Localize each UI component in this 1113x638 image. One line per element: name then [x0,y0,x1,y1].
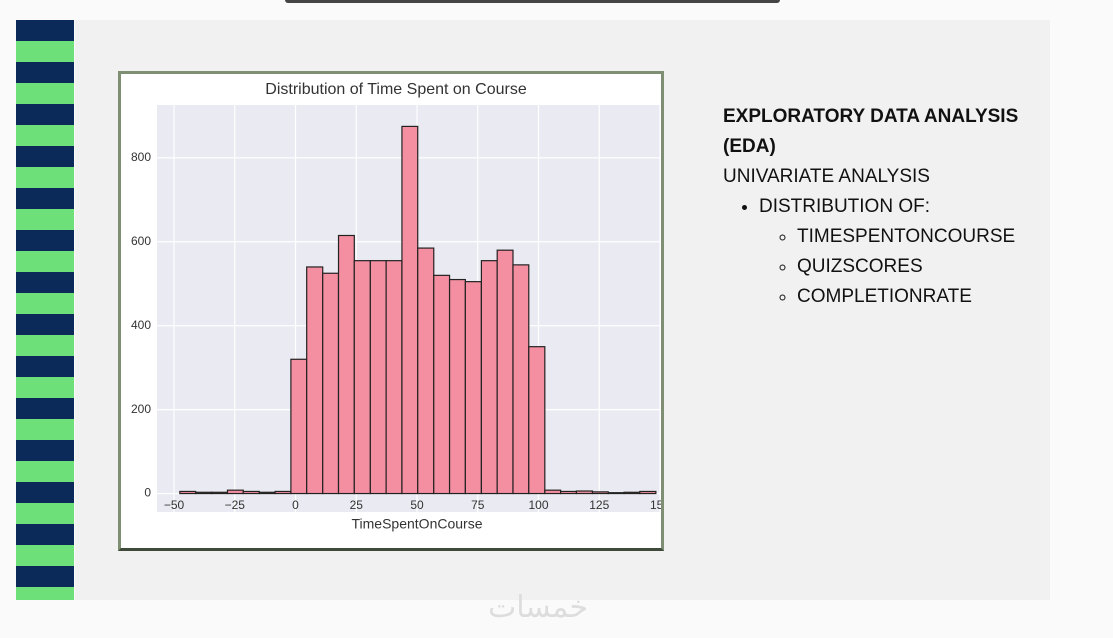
heading: EXPLORATORY DATA ANALYSIS (EDA) [723,106,1019,157]
y-tick-label: 200 [131,402,151,416]
y-tick-label: 600 [131,234,151,248]
subheading: UNIVARIATE ANALYSIS [723,166,930,187]
bar [369,260,387,495]
bullet: DISTRIBUTION OF: TIMESPENTONCOURSEQUIZSC… [759,192,1023,312]
chart-frame: Distribution of Time Spent on Course Tim… [118,71,664,551]
x-tick-label: 25 [350,498,364,512]
bar [544,489,562,495]
bar [575,490,594,495]
x-tick-label: 100 [528,498,548,512]
x-tick-label: 75 [471,498,485,512]
sub-list: TIMESPENTONCOURSEQUIZSCORESCOMPLETIONRAT… [759,222,1023,312]
bar [385,260,403,495]
chart-title: Distribution of Time Spent on Course [265,81,527,98]
bar [433,274,451,495]
bar [448,278,466,495]
watermark: خمسات [488,590,589,625]
bar [290,358,308,495]
bar [560,490,578,495]
y-tick-label: 800 [131,150,151,164]
y-tick-label: 0 [144,486,151,500]
bar [258,491,276,495]
bar [353,260,371,495]
x-tick-label: 0 [292,498,299,512]
y-tick-label: 400 [131,318,151,332]
slide-text: EXPLORATORY DATA ANALYSIS (EDA) UNIVARIA… [723,102,1023,312]
x-tick-label: −25 [225,498,246,512]
bar [528,346,546,495]
bar [480,260,498,495]
bar [607,492,625,495]
bar [417,247,435,495]
bar [639,490,657,495]
x-tick-label: 150 [650,498,661,512]
bar [195,491,213,495]
bullet-list: DISTRIBUTION OF: TIMESPENTONCOURSEQUIZSC… [723,192,1023,312]
bar [322,272,340,495]
x-tick-label: 125 [589,498,609,512]
bar [306,266,324,495]
bullet-text: DISTRIBUTION OF: [759,196,930,217]
x-tick-label: −50 [164,498,185,512]
bar [242,490,260,495]
bar [401,125,419,495]
bar [179,490,197,495]
bar [591,491,609,495]
bar [226,489,244,495]
bar [464,281,482,495]
sub-bullet: COMPLETIONRATE [797,282,1023,312]
stripe-band [16,20,74,600]
sub-bullet: TIMESPENTONCOURSE [797,222,1023,252]
bar [496,249,514,495]
bar [512,264,530,495]
chart: Distribution of Time Spent on Course Tim… [131,81,661,532]
sub-bullet: QUIZSCORES [797,252,1023,282]
top-bar [285,0,780,3]
bar [623,491,641,495]
x-axis-label: TimeSpentOnCourse [352,516,483,532]
bar [211,491,229,495]
x-tick-label: 50 [410,498,424,512]
bar [274,490,292,495]
bar [337,234,355,495]
